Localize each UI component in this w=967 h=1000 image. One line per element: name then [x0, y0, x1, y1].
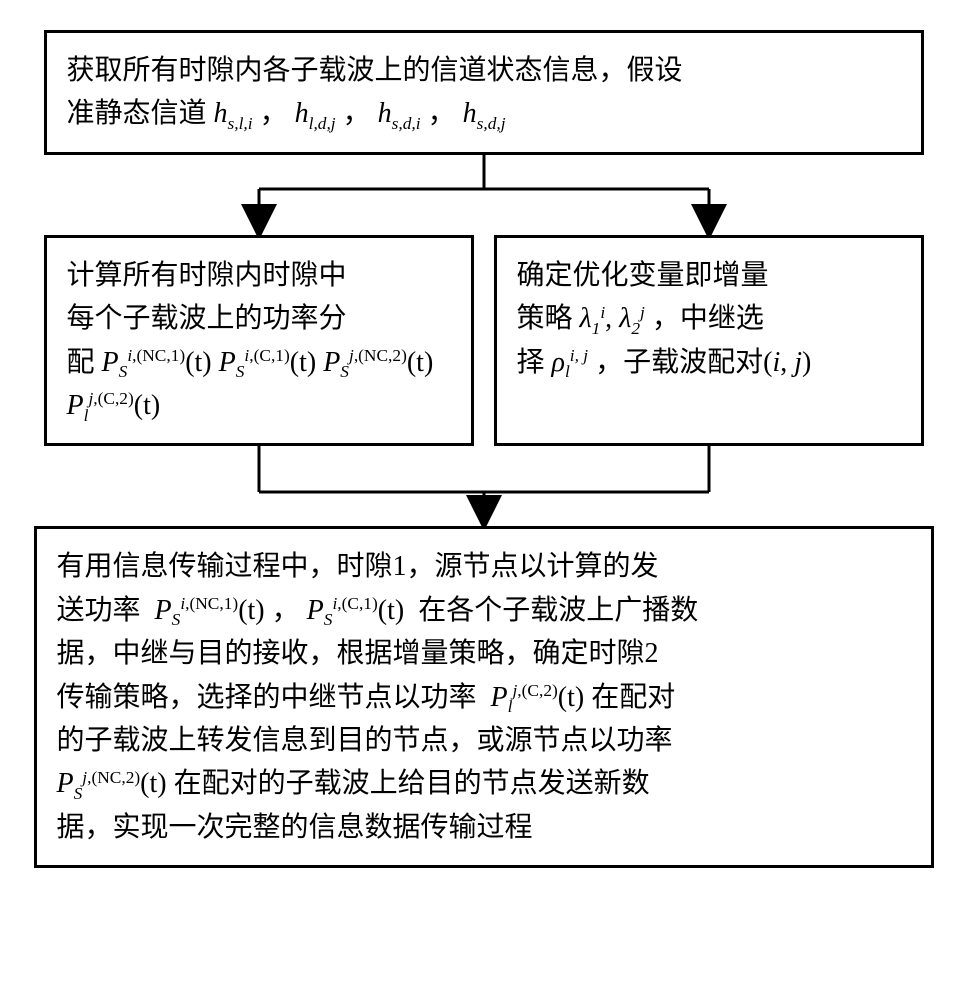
formula-h3: hs,d,i	[378, 98, 428, 129]
text: 据，中继与目的接收，根据增量策略，确定时隙2	[57, 638, 659, 669]
box-power-alloc: 计算所有时隙内时隙中 每个子载波上的功率分 配 PSi,(NC,1)(t) PS…	[44, 235, 474, 447]
formula-Pl: Plj,(C,2)(t)	[491, 682, 585, 713]
box-opt-vars: 确定优化变量即增量 策略 λ1i, λ2j ，中继选 择 ρli, j ，子载波…	[494, 235, 924, 447]
formula-lambda1: λ1i	[580, 303, 606, 334]
text: 每个子载波上的功率分	[67, 303, 347, 334]
text: 据，实现一次完整的信息数据传输过程	[57, 812, 533, 843]
sep: ，	[343, 98, 371, 129]
text: 获取所有时隙内各子载波上的信道状态信息，假设	[67, 55, 683, 86]
formula-lambda2: λ2j	[619, 303, 645, 334]
formula-P3: PSj,(NC,2)(t)	[323, 347, 433, 378]
comma: ,	[605, 303, 612, 334]
flowchart-root: 获取所有时隙内各子载波上的信道状态信息，假设 准静态信道 hs,l,i ， hl…	[30, 30, 937, 868]
connector-split	[44, 155, 924, 235]
formula-rho: ρli, j	[552, 347, 589, 378]
text: 策略	[517, 303, 573, 334]
pair-c: ,	[780, 347, 794, 378]
formula-h4: hs,d,j	[463, 98, 506, 129]
pair-close: )	[802, 347, 811, 378]
sep: ，	[428, 98, 463, 129]
sep: ，	[272, 595, 300, 626]
text: 有用信息传输过程中，时隙1，源节点以计算的发	[57, 551, 659, 582]
box-acquire-csi: 获取所有时隙内各子载波上的信道状态信息，假设 准静态信道 hs,l,i ， hl…	[44, 30, 924, 155]
pair-j: j	[794, 347, 802, 378]
formula-P1: PSi,(NC,1)(t)	[102, 347, 219, 378]
formula-h1: hs,l,i	[214, 98, 260, 129]
text: 计算所有时隙内时隙中	[67, 260, 347, 291]
text: 在各个子载波上广播数	[418, 595, 698, 626]
formula-Ps3: PSj,(NC,2)(t)	[57, 768, 167, 799]
text: ，中继选	[652, 303, 764, 334]
sep: ，	[260, 98, 288, 129]
text: 在配对	[591, 682, 675, 713]
formula-h2: hl,d,j	[295, 98, 343, 129]
text: 的子载波上转发信息到目的节点，或源节点以功率	[57, 725, 673, 756]
text: 确定优化变量即增量	[517, 260, 769, 291]
formula-P4: Plj,(C,2)(t)	[67, 390, 161, 421]
box-transmission: 有用信息传输过程中，时隙1，源节点以计算的发 送功率 PSi,(NC,1)(t)…	[34, 526, 934, 868]
text: 择	[517, 347, 545, 378]
text: 在配对的子载波上给目的节点发送新数	[174, 768, 650, 799]
text: 准静态信道	[67, 98, 207, 129]
connector-merge	[44, 446, 924, 526]
text: 配	[67, 347, 95, 378]
text: ，子载波配对	[595, 347, 763, 378]
formula-Ps2: PSi,(C,1)(t)	[307, 595, 405, 626]
text: 传输策略，选择的中继节点以功率	[57, 682, 477, 713]
formula-Ps1: PSi,(NC,1)(t)	[155, 595, 265, 626]
row-two-boxes: 计算所有时隙内时隙中 每个子载波上的功率分 配 PSi,(NC,1)(t) PS…	[44, 235, 924, 447]
formula-P2: PSi,(C,1)(t)	[219, 347, 324, 378]
text: 送功率	[57, 595, 141, 626]
